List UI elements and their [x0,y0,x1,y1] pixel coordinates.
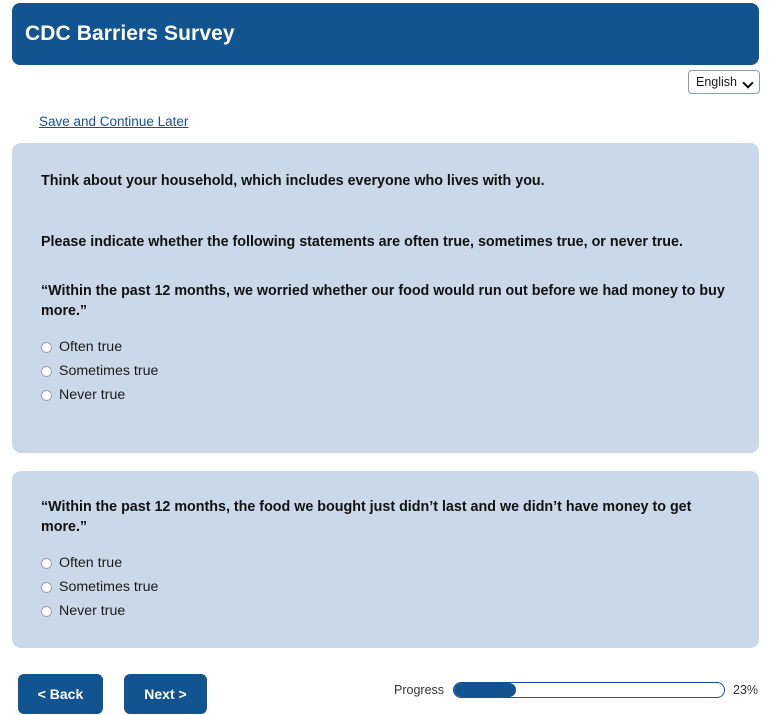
radio-label: Sometimes true [59,363,159,380]
radio-option-often-true-2[interactable]: Often true [41,552,739,576]
radio-option-never-true-1[interactable]: Never true [41,383,739,407]
question-card-1: Think about your household, which includ… [12,143,759,453]
radio-icon[interactable] [41,606,52,618]
page-title: CDC Barriers Survey [25,22,235,45]
radio-group-1: Often true Sometimes true Never true [41,335,739,407]
instruction-text: Please indicate whether the following st… [41,234,683,251]
language-select[interactable]: English [688,70,760,94]
radio-label: Often true [59,339,123,356]
radio-icon[interactable] [41,389,52,401]
household-intro-text: Think about your household, which includ… [41,173,545,189]
progress-bar-fill [454,683,517,697]
radio-icon[interactable] [41,365,52,377]
radio-option-never-true-2[interactable]: Never true [41,600,739,624]
language-select-value: English [696,75,737,89]
progress-label: Progress [394,682,445,697]
question-card-2: “Within the past 12 months, the food we … [12,471,759,648]
progress-percent-label: 23% [733,682,759,697]
back-button[interactable]: < Back [18,674,103,714]
radio-label: Often true [59,555,123,572]
radio-option-sometimes-true-2[interactable]: Sometimes true [41,576,739,600]
radio-icon[interactable] [41,341,52,353]
question-text-2: “Within the past 12 months, the food we … [41,499,692,536]
radio-group-2: Often true Sometimes true Never true [41,552,739,624]
radio-icon[interactable] [41,582,52,594]
radio-label: Sometimes true [59,579,159,596]
question-text-1: “Within the past 12 months, we worried w… [41,282,725,319]
radio-icon[interactable] [41,558,52,570]
radio-label: Never true [59,603,126,620]
chevron-down-icon [744,78,753,87]
language-row: English [0,70,771,96]
radio-option-sometimes-true-1[interactable]: Sometimes true [41,359,739,383]
radio-option-often-true-1[interactable]: Often true [41,335,739,359]
footer: < Back Next > Progress 23% [0,670,771,715]
save-and-continue-later-link[interactable]: Save and Continue Later [39,114,189,129]
next-button[interactable]: Next > [124,674,207,714]
radio-label: Never true [59,387,126,404]
progress-section: Progress 23% [394,682,758,698]
progress-bar [453,682,726,698]
app-header: CDC Barriers Survey [12,3,759,65]
